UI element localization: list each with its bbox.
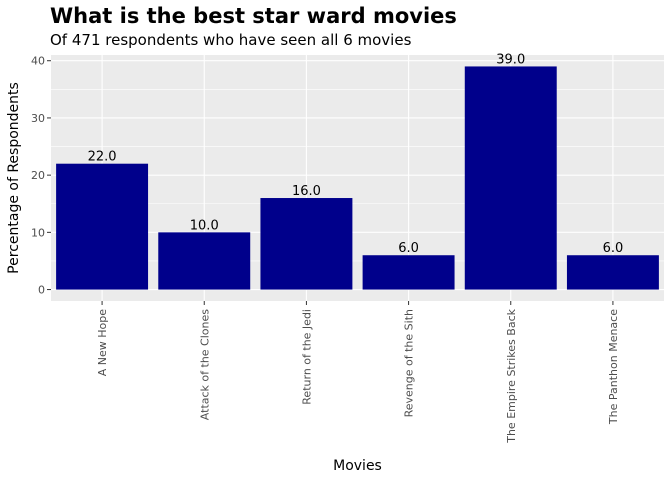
bar — [566, 255, 659, 290]
x-tick-label: Return of the Jedi — [300, 309, 313, 405]
chart-title: What is the best star ward movies — [50, 4, 457, 28]
x-tick-label: Revenge of the Sith — [403, 309, 416, 417]
x-tick-label: The Empire Strikes Back — [505, 308, 518, 443]
bar — [56, 163, 149, 290]
bars — [56, 66, 659, 290]
bar — [158, 232, 251, 290]
y-tick-label: 30 — [31, 112, 45, 125]
bar — [362, 255, 455, 290]
y-tick-label: 0 — [38, 284, 45, 297]
x-tick-label: A New Hope — [96, 309, 109, 376]
y-axis-title: Percentage of Respondents — [6, 82, 22, 274]
bar — [260, 198, 353, 290]
x-tick-label: Attack of the Clones — [198, 309, 211, 420]
bar — [464, 66, 557, 290]
plot-panel — [51, 55, 664, 301]
x-tick-label: The Panthon Menace — [607, 309, 620, 425]
bar-value-label: 22.0 — [88, 150, 117, 165]
y-axis: 0 10 20 30 40 — [31, 55, 51, 297]
y-tick-label: 20 — [31, 169, 45, 182]
chart-subtitle: Of 471 respondents who have seen all 6 m… — [50, 31, 412, 49]
bar-value-label: 10.0 — [190, 218, 219, 233]
x-axis-title: Movies — [333, 458, 382, 474]
minor-gridlines — [51, 89, 664, 262]
bar-value-label: 16.0 — [292, 184, 321, 199]
bar-value-label: 6.0 — [603, 241, 624, 256]
x-axis: A New Hope Attack of the Clones Return of … — [96, 301, 620, 444]
bar-value-labels: 22.0 10.0 16.0 6.0 39.0 6.0 — [88, 52, 624, 256]
y-tick-label: 10 — [31, 226, 45, 239]
y-tick-label: 40 — [31, 55, 45, 68]
bar-value-label: 39.0 — [496, 52, 525, 67]
bar-value-label: 6.0 — [398, 241, 419, 256]
